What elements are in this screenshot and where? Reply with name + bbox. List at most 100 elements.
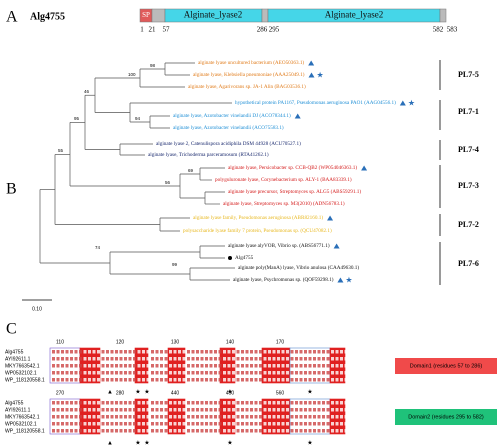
residue: [187, 378, 190, 382]
residue: [79, 422, 82, 426]
residue: [290, 401, 294, 405]
residue: [331, 357, 334, 361]
residue: [272, 350, 276, 354]
residue: [92, 364, 96, 368]
residue: [106, 350, 109, 354]
residue: [52, 422, 55, 426]
residue: [209, 364, 213, 368]
residue: [182, 371, 186, 375]
residue: [56, 371, 60, 375]
residue: [70, 371, 73, 375]
residue: [92, 378, 96, 382]
residue: [200, 364, 204, 368]
residue: [335, 401, 339, 405]
residue: [227, 422, 231, 426]
residue: [295, 401, 298, 405]
residue: [196, 357, 199, 361]
residue: [142, 378, 145, 382]
residue: [218, 422, 222, 426]
residue: [214, 357, 217, 361]
residue: [263, 378, 267, 382]
residue: [277, 364, 280, 368]
residue: [178, 422, 181, 426]
leaf-label: alginate lyase, Azotobacter vinelandii D…: [173, 112, 291, 119]
residue: [250, 415, 253, 419]
residue: [52, 408, 55, 412]
residue: [245, 429, 249, 433]
motif-mark: ★: [227, 439, 232, 446]
triangle-icon: [361, 165, 368, 171]
leaf-label: alginate lyase, Psychromonas sp. (QOF592…: [233, 276, 334, 283]
residue: [52, 415, 55, 419]
residue: [137, 357, 141, 361]
residue: [299, 422, 303, 426]
residue: [83, 415, 87, 419]
residue: [191, 378, 195, 382]
residue: [241, 422, 244, 426]
domain-label: SP: [142, 11, 150, 19]
residue: [268, 378, 271, 382]
residue: [232, 371, 235, 375]
residue: [70, 350, 73, 354]
residue: [101, 415, 105, 419]
residue: [263, 350, 267, 354]
residue: [340, 357, 343, 361]
residue: [214, 350, 217, 354]
residue: [313, 371, 316, 375]
residue: [308, 378, 312, 382]
residue: [268, 422, 271, 426]
residue: [191, 357, 195, 361]
residue: [182, 422, 186, 426]
leaf-label: alginate lyase uncultured bacterium (AEO…: [198, 59, 304, 66]
residue: [173, 401, 177, 405]
residue: [290, 371, 294, 375]
residue: [286, 364, 289, 368]
residue: [263, 364, 267, 368]
residue: [61, 378, 64, 382]
residue: [128, 378, 132, 382]
residue: [196, 422, 199, 426]
residue: [299, 415, 303, 419]
residue: [187, 350, 190, 354]
bootstrap-value: 100: [128, 72, 136, 77]
residue: [110, 401, 114, 405]
residue: [173, 350, 177, 354]
residue: [115, 378, 118, 382]
residue: [232, 422, 235, 426]
residue: [259, 415, 262, 419]
residue: [317, 401, 321, 405]
residue: [151, 429, 154, 433]
residue: [106, 357, 109, 361]
residue: [308, 364, 312, 368]
residue: [88, 357, 91, 361]
residue: [169, 429, 172, 433]
residue: [308, 350, 312, 354]
residue: [101, 429, 105, 433]
residue: [299, 371, 303, 375]
residue: [124, 378, 127, 382]
residue: [142, 415, 145, 419]
residue: [209, 401, 213, 405]
residue: [344, 371, 348, 375]
residue: [245, 371, 249, 375]
residue: [52, 401, 55, 405]
residue: [155, 415, 159, 419]
residue: [272, 364, 276, 368]
residue: [209, 415, 213, 419]
leaf-label: alginate lyase, Agarivorans sp. JA-1 Ali…: [188, 83, 306, 90]
residue: [326, 371, 330, 375]
residue: [173, 429, 177, 433]
residue: [322, 371, 325, 375]
ruler-label: 120: [116, 339, 125, 345]
residue: [155, 429, 159, 433]
residue: [277, 429, 280, 433]
residue: [70, 378, 73, 382]
residue: [227, 357, 231, 361]
residue: [74, 371, 78, 375]
residue: [218, 429, 222, 433]
residue: [178, 429, 181, 433]
residue: [88, 422, 91, 426]
residue: [106, 415, 109, 419]
domain-segment: [439, 8, 447, 23]
